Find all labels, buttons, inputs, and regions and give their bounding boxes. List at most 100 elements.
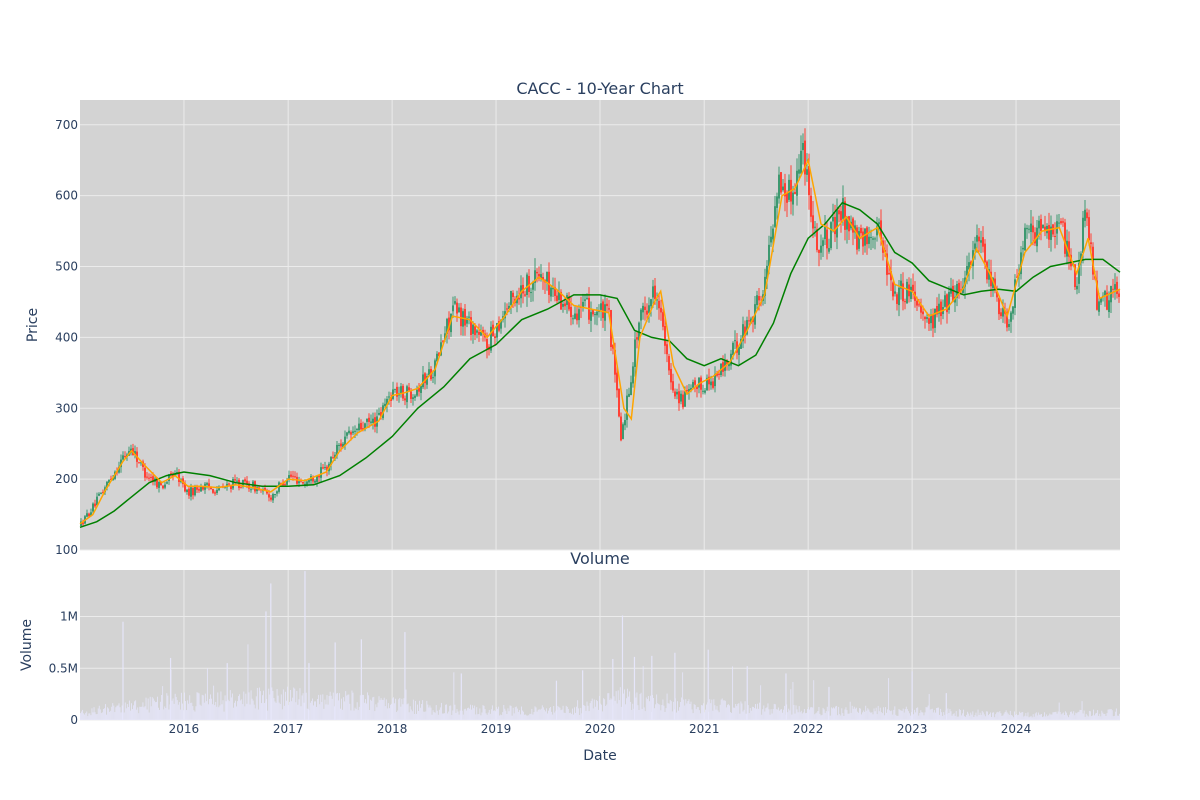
volume-bar [453,672,455,720]
candle-body [190,487,192,497]
volume-bar [969,715,971,720]
candle-body [254,481,256,492]
volume-bar [444,713,445,720]
volume-bar [200,705,202,720]
volume-bar [568,713,570,720]
volume-bar [402,704,404,720]
candle-body [236,480,238,482]
volume-bar [991,716,992,720]
volume-bar [485,713,487,720]
candle-body [1006,315,1008,328]
volume-bar [711,699,713,720]
candle-body [1114,284,1116,290]
candle-body [196,487,198,490]
volume-bar [446,704,448,720]
volume-bar [605,706,607,720]
candle-body [498,321,500,331]
volume-bar [744,701,746,720]
volume-bar [811,707,813,720]
candle-body [1106,292,1108,310]
volume-spike-bar [404,632,406,720]
volume-bar [387,703,389,720]
volume-bar [703,703,704,720]
volume-bar [182,703,183,720]
volume-bar [639,694,641,720]
volume-bar [177,704,179,720]
volume-bar [106,714,107,720]
candle-body [232,479,234,489]
volume-bar [482,705,484,720]
volume-bar [756,708,757,720]
volume-bar [965,716,966,720]
candle-body [554,287,556,296]
candle-body [358,423,360,431]
volume-bar [933,710,935,720]
volume-bar [955,711,957,720]
volume-bar [401,698,403,720]
volume-bar [108,708,110,720]
volume-bar [792,682,794,720]
candle-body [374,417,376,427]
candle-body [690,387,692,391]
volume-bar [959,710,961,720]
candle-body [640,309,642,321]
volume-bar [100,713,102,720]
volume-bar [250,690,252,720]
volume-bar [733,707,735,720]
volume-bar [429,705,431,720]
candle-body [644,306,646,310]
volume-bar [633,708,635,720]
candle-body [438,352,440,357]
volume-bar [723,700,725,720]
candle-body [284,484,286,486]
volume-bar [931,708,933,720]
volume-bar [239,694,241,720]
volume-bar [680,702,682,720]
volume-bar [1049,713,1051,720]
candle-body [1062,221,1064,223]
volume-bar [997,711,999,720]
candle-body [956,283,958,298]
volume-bar [584,705,586,720]
volume-bar [419,700,420,720]
volume-bar [880,712,882,720]
volume-bar [927,705,929,720]
volume-bar [1106,713,1108,720]
candle-body [266,490,268,494]
volume-bar [268,688,270,720]
candle-body [452,305,454,312]
volume-bar [1087,716,1089,720]
candle-body [786,192,788,203]
candle-body [518,298,520,300]
candle-body [948,292,950,310]
candle-body [188,488,190,496]
candle-body [556,295,558,301]
volume-bar [845,707,847,720]
volume-bar [246,703,248,720]
candle-body [322,467,324,469]
candle-body [244,479,246,482]
volume-bar [749,708,751,720]
volume-bar [190,703,192,720]
volume-bar [236,706,237,720]
volume-bar [787,712,789,720]
volume-bar [971,714,973,720]
volume-bar [440,702,442,720]
volume-bar [98,705,100,720]
volume-bar [890,711,892,720]
volume-bar [361,694,363,720]
candle-body [574,313,576,319]
volume-bar [1090,716,1092,720]
volume-bar [780,709,781,720]
candle-body [250,489,252,491]
volume-bar [116,705,118,720]
volume-bar [626,698,627,720]
candle-body [780,172,782,193]
volume-bar [894,706,896,720]
volume-bar [684,705,686,720]
volume-bar [856,711,858,720]
volume-bar [574,707,575,720]
volume-bar [344,701,346,720]
volume-bar [1041,713,1042,720]
volume-bar [800,710,802,720]
